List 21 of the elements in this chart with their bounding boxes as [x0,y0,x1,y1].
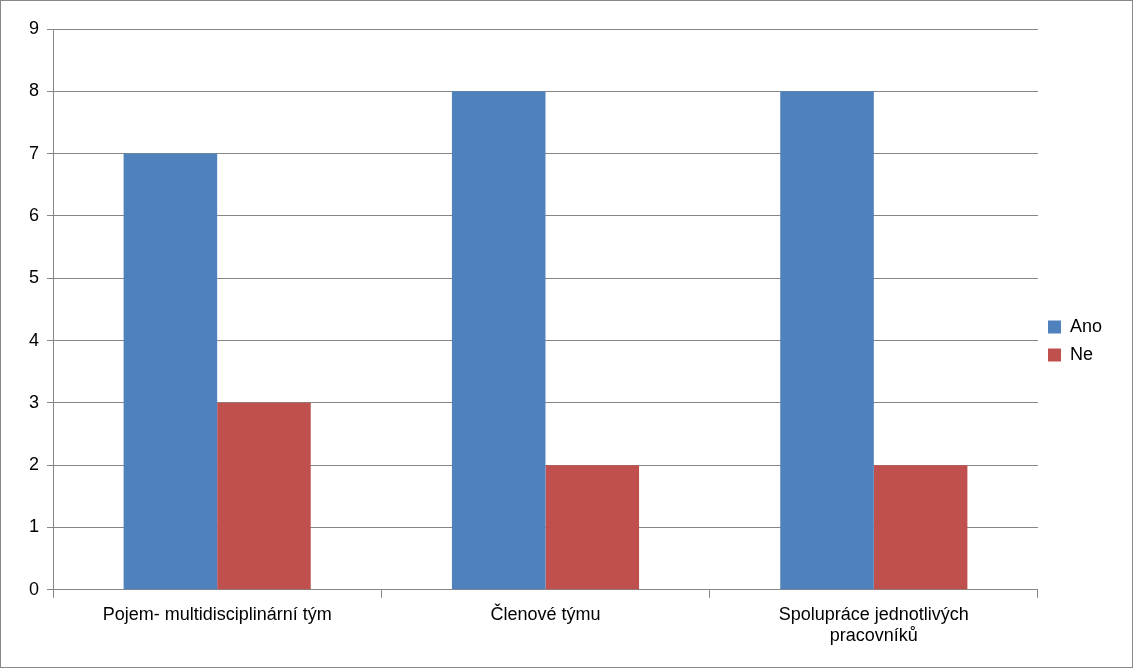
legend-label: Ano [1069,315,1102,336]
legend-label: Ne [1069,343,1093,364]
y-tick-label: 5 [29,267,40,288]
x-tick-label: Členové týmu [490,602,601,624]
x-tick-label: Spolupráce jednotlivých pracovníků [778,603,969,646]
y-tick-label: 0 [29,578,40,599]
bar [123,153,218,590]
y-tick-label: 9 [29,17,40,38]
bar [873,465,968,590]
y-tick-label: 2 [29,454,40,475]
bar [780,91,874,590]
bar [545,465,640,590]
bar [451,91,546,590]
bar [217,402,311,590]
y-tick-label: 8 [29,80,40,101]
x-tick-label: Pojem- multidisciplinární tým [102,603,332,624]
y-tick-label: 1 [29,516,40,537]
y-tick-label: 3 [29,391,40,412]
y-tick-label: 6 [29,204,40,225]
y-tick-label: 4 [29,329,40,350]
y-tick-label: 7 [29,142,40,163]
